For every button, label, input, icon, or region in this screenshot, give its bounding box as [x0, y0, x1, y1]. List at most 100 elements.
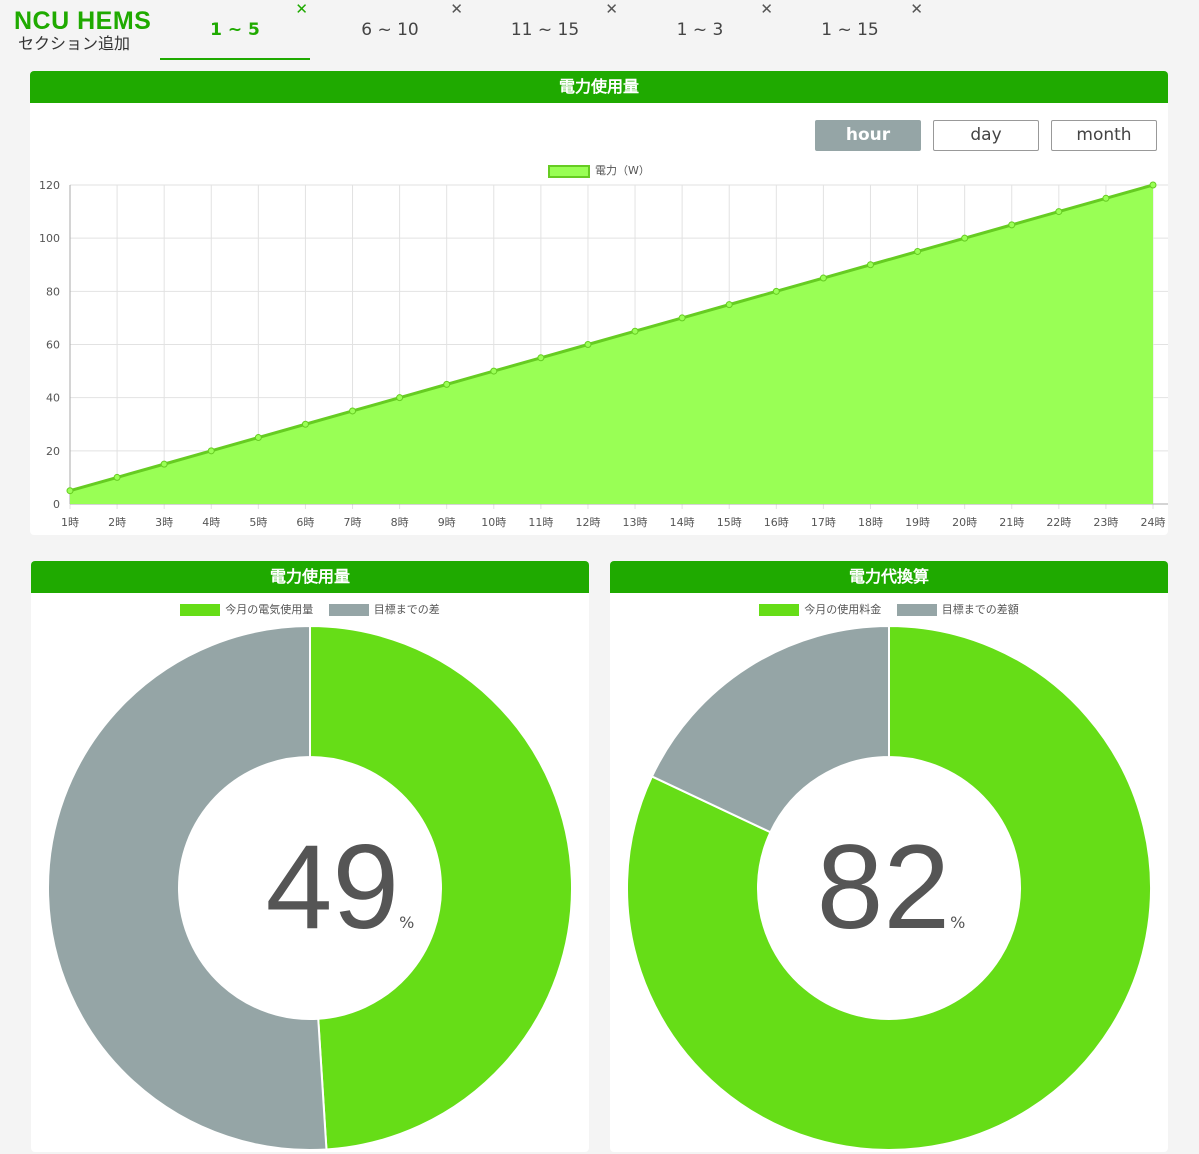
- cost-slice: [626, 624, 1152, 1151]
- legend-swatch: [180, 604, 221, 616]
- y-tick-label: 40: [46, 392, 60, 405]
- y-tick-label: 120: [39, 179, 60, 192]
- legend-label: 目標までの差: [373, 603, 440, 616]
- x-tick-label: 17時: [811, 516, 836, 529]
- x-tick-label: 14時: [670, 516, 695, 529]
- legend-label: 今月の使用料金: [804, 603, 882, 616]
- percent-unit: %: [950, 913, 966, 932]
- close-icon[interactable]: ✕: [605, 0, 618, 18]
- data-point: [772, 287, 780, 295]
- data-point: [160, 460, 168, 468]
- legend-swatch: [759, 604, 800, 616]
- close-icon[interactable]: ✕: [295, 0, 308, 18]
- cost-percent-value: 82: [816, 820, 951, 954]
- data-point: [961, 234, 969, 242]
- x-tick-label: 10時: [481, 516, 506, 529]
- data-point: [301, 420, 309, 428]
- x-tick-label: 5時: [249, 516, 267, 529]
- tab-1-5[interactable]: 1 ~ 5 ✕: [160, 0, 310, 60]
- y-tick-label: 0: [53, 498, 60, 511]
- close-icon[interactable]: ✕: [910, 0, 923, 18]
- data-point: [443, 380, 451, 388]
- tab-11-15[interactable]: 11 ~ 15 ✕: [470, 0, 620, 60]
- remaining-cost-slice: [650, 624, 890, 834]
- data-point: [914, 247, 922, 255]
- panel-title: 電力使用量: [30, 71, 1168, 103]
- x-tick-label: 15時: [717, 516, 742, 529]
- panel-title: 電力代換算: [610, 561, 1168, 593]
- x-tick-label: 12時: [575, 516, 600, 529]
- donut-center-readout: 49%: [210, 827, 470, 947]
- data-point: [490, 367, 498, 375]
- legend-item[interactable]: 今月の電気使用量: [180, 601, 313, 617]
- legend-swatch: [548, 164, 591, 178]
- legend-item[interactable]: 電力（W）: [548, 162, 650, 178]
- data-point: [819, 274, 827, 282]
- x-tick-label: 23時: [1093, 516, 1118, 529]
- app-title: NCU HEMS: [14, 7, 152, 35]
- tab-1-3[interactable]: 1 ~ 3 ✕: [625, 0, 775, 60]
- data-point: [1008, 221, 1016, 229]
- series-line: [69, 183, 1154, 493]
- legend-swatch: [896, 604, 937, 616]
- usage-percent-value: 49: [265, 820, 400, 954]
- usage-donut-panel: 電力使用量 今月の電気使用量 目標までの差 49%: [31, 561, 589, 1152]
- x-tick-label: 1時: [61, 516, 79, 529]
- data-point: [584, 341, 592, 348]
- hour-button[interactable]: hour: [815, 120, 921, 151]
- month-button[interactable]: month: [1051, 120, 1157, 151]
- add-section-link[interactable]: セクション追加: [18, 34, 131, 53]
- x-tick-label: 2時: [108, 516, 126, 529]
- data-point: [725, 301, 733, 309]
- legend-label: 今月の電気使用量: [225, 603, 314, 616]
- legend-item[interactable]: 今月の使用料金: [759, 601, 881, 617]
- tab-label: 6 ~ 10: [361, 20, 419, 40]
- y-tick-label: 20: [46, 445, 60, 458]
- data-point: [349, 407, 357, 415]
- top-bar: NCU HEMS セクション追加 1 ~ 5 ✕ 6 ~ 10 ✕ 11 ~ 1…: [0, 0, 1199, 66]
- y-tick-label: 100: [39, 232, 60, 245]
- x-tick-label: 18時: [858, 516, 883, 529]
- day-button[interactable]: day: [933, 120, 1039, 151]
- tab-6-10[interactable]: 6 ~ 10 ✕: [315, 0, 465, 60]
- donut-center-readout: 82%: [761, 827, 1021, 947]
- data-point: [537, 354, 545, 362]
- brand: NCU HEMS セクション追加: [14, 8, 151, 54]
- x-tick-label: 19時: [905, 516, 930, 529]
- x-tick-label: 11時: [528, 516, 553, 529]
- tab-1-15[interactable]: 1 ~ 15 ✕: [775, 0, 925, 60]
- data-point: [254, 434, 262, 442]
- data-point: [866, 261, 874, 269]
- area-chart: 0 20 40 60 80 100 120 1時 2時 3時 4時 5時 6時 7時 8時 9時 10時 11時 1…: [39, 179, 1168, 529]
- data-point: [1055, 208, 1063, 216]
- x-tick-label: 21時: [999, 516, 1024, 529]
- cost-donut-chart: [626, 624, 1152, 1151]
- data-point: [396, 394, 404, 402]
- data-point: [678, 314, 686, 322]
- data-point: [66, 487, 74, 495]
- percent-unit: %: [399, 913, 415, 932]
- area-fill: [70, 185, 1153, 504]
- y-tick-label: 80: [46, 285, 60, 298]
- data-point: [631, 327, 639, 335]
- legend-item[interactable]: 目標までの差額: [896, 601, 1019, 617]
- tab-label: 1 ~ 5: [210, 20, 260, 40]
- y-tick-label: 60: [46, 339, 60, 352]
- usage-slice: [309, 624, 573, 1151]
- x-tick-label: 20時: [952, 516, 977, 529]
- close-icon[interactable]: ✕: [760, 0, 773, 18]
- tab-label: 1 ~ 3: [676, 20, 724, 40]
- tab-label: 1 ~ 15: [821, 20, 879, 40]
- close-icon[interactable]: ✕: [450, 0, 463, 18]
- legend-swatch: [328, 604, 369, 616]
- x-tick-label: 6時: [296, 516, 314, 529]
- x-tick-label: 22時: [1046, 516, 1071, 529]
- usage-donut-chart: [47, 624, 573, 1151]
- donut-legend: 今月の使用料金 目標までの差額: [610, 601, 1168, 617]
- cost-donut-panel: 電力代換算 今月の使用料金 目標までの差額 82%: [610, 561, 1168, 1152]
- x-tick-label: 4時: [202, 516, 220, 529]
- x-tick-label: 7時: [344, 516, 362, 529]
- data-point: [1102, 194, 1110, 202]
- legend-item[interactable]: 目標までの差: [328, 601, 440, 617]
- legend-label: 電力（W）: [595, 164, 650, 177]
